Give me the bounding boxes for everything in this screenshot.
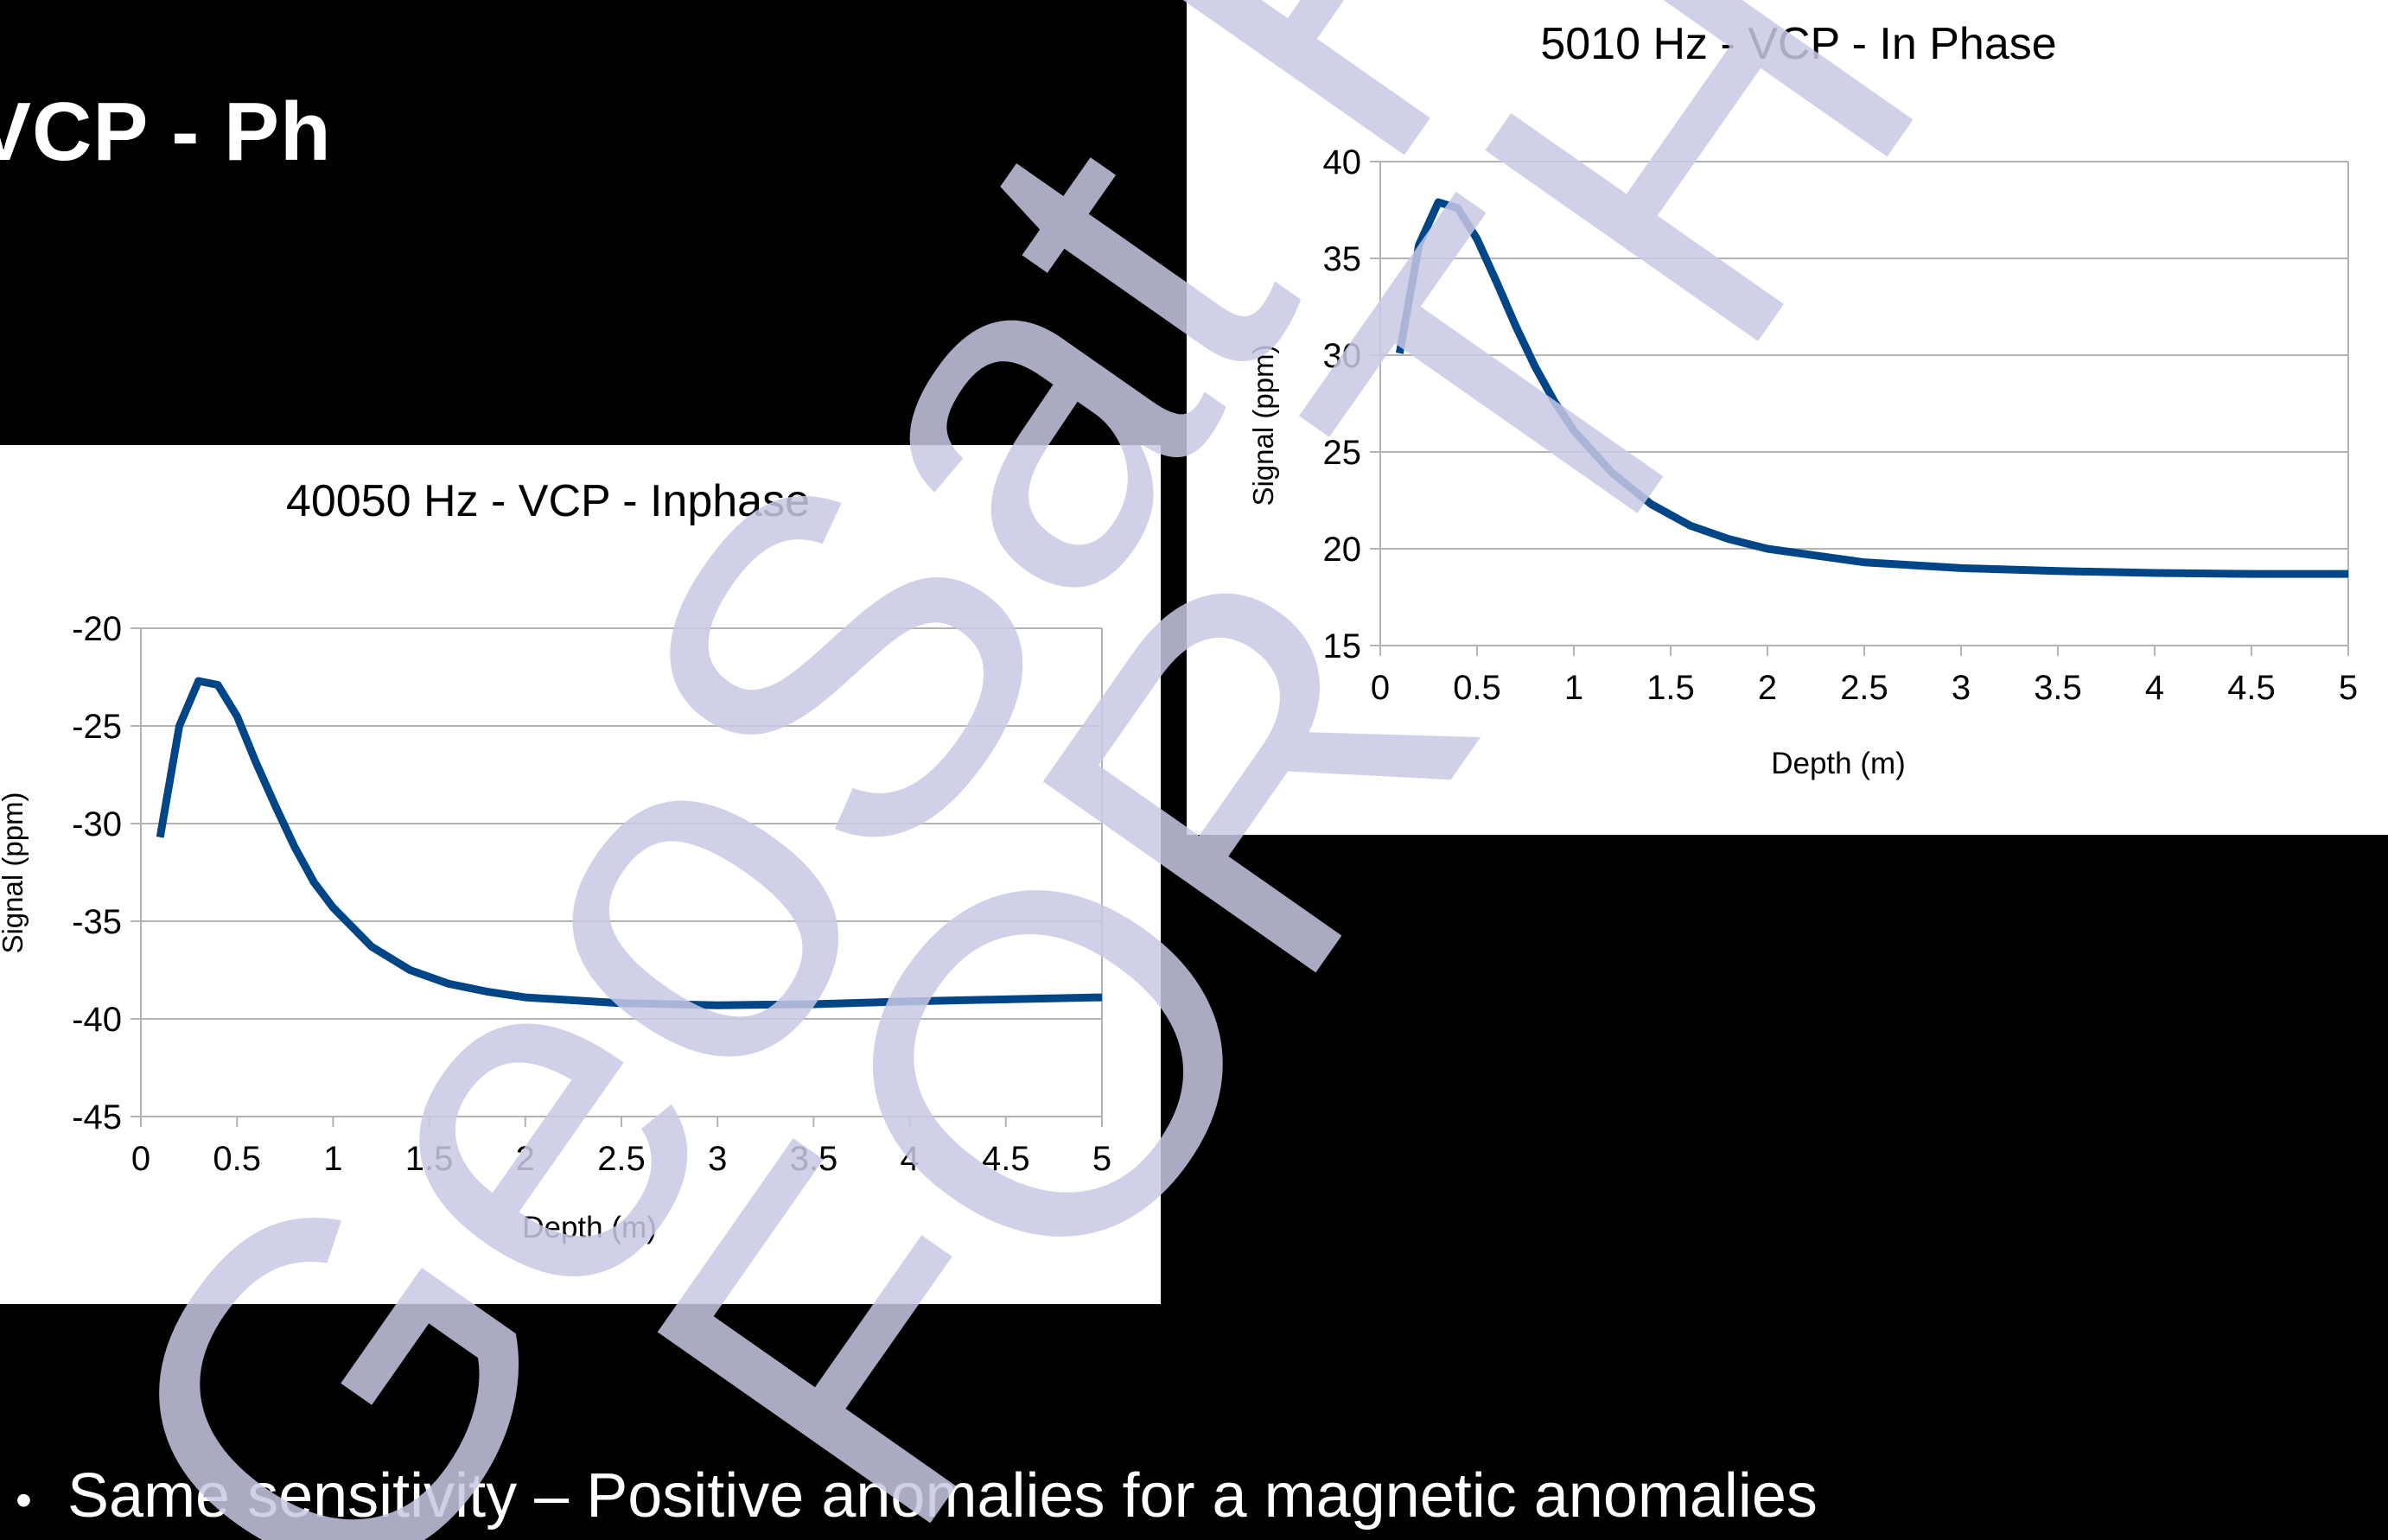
x-axis-label: Depth (m) <box>522 1211 657 1244</box>
x-tick-label: 5 <box>1092 1140 1111 1178</box>
chart-title: 40050 Hz - VCP - Inphase <box>286 476 810 526</box>
x-tick-label: 3 <box>708 1140 727 1178</box>
y-tick-label: 30 <box>1323 337 1362 375</box>
x-tick-label: 3.5 <box>2034 669 2082 707</box>
y-tick-label: 35 <box>1323 240 1362 278</box>
x-tick-label: 0 <box>131 1140 150 1178</box>
y-tick-label: -35 <box>72 903 122 941</box>
y-tick-label: 40 <box>1323 143 1362 181</box>
y-tick-label: 15 <box>1323 627 1362 665</box>
bullet-point: • Same sensitivity – Positive anomalies f… <box>16 1460 1818 1531</box>
y-tick-label: 20 <box>1323 531 1362 569</box>
bullet-marker: • <box>16 1473 32 1526</box>
x-tick-label: 4 <box>2145 669 2164 707</box>
chart-title: 5010 Hz - VCP - In Phase <box>1540 19 2056 69</box>
x-tick-label: 4.5 <box>2227 669 2276 707</box>
y-tick-label: -45 <box>72 1098 122 1136</box>
x-tick-label: 2.5 <box>1840 669 1888 707</box>
x-tick-label: 3.5 <box>790 1140 838 1178</box>
y-axis-label: Signal (ppm) <box>0 792 29 953</box>
x-axis-label: Depth (m) <box>1771 747 1906 780</box>
y-tick-label: -25 <box>72 708 122 746</box>
x-tick-label: 2 <box>516 1140 535 1178</box>
x-tick-label: 1.5 <box>405 1140 454 1178</box>
x-tick-label: 0 <box>1371 669 1390 707</box>
y-axis-label: Signal (ppm) <box>1247 344 1279 506</box>
x-tick-label: 4 <box>900 1140 919 1178</box>
x-tick-label: 0.5 <box>1453 669 1501 707</box>
slide-title: VCP - Ph <box>0 86 332 178</box>
x-tick-label: 2 <box>1758 669 1777 707</box>
x-tick-label: 3 <box>1952 669 1971 707</box>
x-tick-label: 1 <box>323 1140 342 1178</box>
x-tick-label: 1.5 <box>1646 669 1695 707</box>
data-line <box>1395 198 2348 578</box>
chart-40050hz-plot: 40050 Hz - VCP - Inphase -20 -25 -30 -35 -40… <box>0 476 1111 1244</box>
y-tick-label: -30 <box>72 805 122 843</box>
x-tick-label: 1 <box>1564 669 1583 707</box>
x-tick-label: 4.5 <box>982 1140 1030 1178</box>
x-tick-label: 0.5 <box>213 1140 261 1178</box>
y-tick-label: -40 <box>72 1001 122 1039</box>
chart-40050hz: 40050 Hz - VCP - Inphase -20 -25 -30 -35 -40… <box>0 445 1161 1304</box>
data-line <box>156 677 1103 1009</box>
x-tick-label: 2.5 <box>597 1140 646 1178</box>
y-tick-label: -20 <box>72 610 122 648</box>
y-tick-label: 25 <box>1323 434 1362 472</box>
x-tick-label: 5 <box>2339 669 2358 707</box>
bullet-text: Same sensitivity – Positive anomalies fo… <box>67 1461 1818 1530</box>
